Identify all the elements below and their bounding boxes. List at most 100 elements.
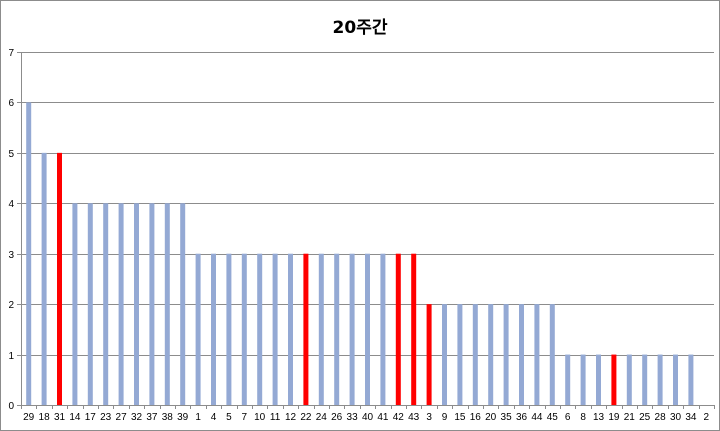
x-tick-label: 2 [704, 412, 710, 423]
x-tick-label: 42 [393, 412, 405, 423]
bar-highlighted [395, 253, 401, 405]
x-tick-label: 4 [211, 412, 217, 423]
y-tick-label: 4 [8, 199, 14, 210]
bar [195, 253, 201, 405]
bar-highlighted [611, 354, 617, 405]
x-tick-label: 14 [69, 412, 81, 423]
x-tick-label: 7 [242, 412, 248, 423]
x-tick-label: 19 [608, 412, 620, 423]
x-tick-label: 20 [485, 412, 497, 423]
x-tick-label: 8 [580, 412, 586, 423]
bar [457, 304, 463, 405]
x-tick-label: 3 [426, 412, 432, 423]
x-tick-label: 16 [470, 412, 482, 423]
y-tick-label: 5 [8, 149, 14, 160]
x-tick-label: 1 [195, 412, 201, 423]
x-tick-label: 6 [565, 412, 571, 423]
bars [26, 102, 694, 406]
bar [349, 253, 355, 405]
bar [380, 253, 386, 405]
bar [211, 253, 216, 405]
x-tick-label: 30 [670, 412, 682, 423]
bar [334, 253, 340, 405]
x-tick-label: 9 [442, 412, 448, 423]
x-tick-label: 43 [408, 412, 420, 423]
chart-title: 20주간 [332, 18, 388, 38]
x-tick-label: 45 [547, 412, 559, 423]
bar [149, 203, 155, 405]
x-tick-label: 29 [23, 412, 35, 423]
bar [642, 354, 648, 405]
bar [626, 354, 632, 405]
bar [596, 354, 601, 405]
bar [442, 304, 447, 405]
y-tick-label: 7 [8, 48, 14, 59]
x-tick-label: 11 [270, 412, 281, 423]
y-tick-label: 1 [8, 351, 14, 362]
bar [288, 253, 293, 405]
x-tick-label: 26 [331, 412, 343, 423]
x-tick-label: 35 [501, 412, 513, 423]
bar [488, 304, 494, 405]
x-tick-label: 39 [177, 412, 189, 423]
x-tick-label: 24 [316, 412, 328, 423]
x-tick-label: 41 [377, 412, 389, 423]
bar [565, 354, 571, 405]
bar [164, 203, 170, 405]
bar [103, 203, 109, 405]
bar [118, 203, 124, 405]
bar [318, 253, 324, 405]
x-tick-label: 17 [85, 412, 97, 423]
bar-highlighted [57, 152, 62, 405]
axes [17, 52, 715, 409]
x-tick-label: 34 [685, 412, 697, 423]
bar [472, 304, 478, 405]
bar [534, 304, 540, 405]
y-tick-label: 6 [8, 98, 14, 109]
bar [72, 203, 78, 405]
x-tick-label: 5 [226, 412, 232, 423]
bar [657, 354, 663, 405]
x-tick-label: 38 [162, 412, 174, 423]
x-tick-label: 21 [624, 412, 636, 423]
x-tick-label: 37 [146, 412, 158, 423]
x-tick-label: 27 [116, 412, 128, 423]
bar [272, 253, 278, 405]
bar-highlighted [426, 304, 432, 405]
bar [134, 203, 139, 405]
bar [180, 203, 186, 405]
bar [241, 253, 247, 405]
bar [503, 304, 509, 405]
x-tick-label: 31 [54, 412, 66, 423]
x-tick-label: 22 [300, 412, 312, 423]
x-tick-label: 18 [39, 412, 51, 423]
bar [580, 354, 586, 405]
y-tick-label: 2 [8, 300, 14, 311]
x-tick-label: 25 [639, 412, 651, 423]
bar [41, 152, 47, 405]
x-tick-label: 36 [516, 412, 528, 423]
x-tick-label: 33 [347, 412, 359, 423]
bar [87, 203, 93, 405]
x-tick-label: 40 [362, 412, 374, 423]
bar [365, 253, 370, 405]
x-tick-label: 12 [285, 412, 297, 423]
bar [688, 354, 694, 405]
bar-highlighted [411, 253, 417, 405]
y-tick-label: 3 [8, 250, 14, 261]
x-tick-label: 23 [100, 412, 112, 423]
x-tick-label: 15 [454, 412, 466, 423]
bar [26, 102, 32, 406]
x-tick-label: 28 [655, 412, 667, 423]
x-tick-label: 10 [254, 412, 266, 423]
x-tick-label: 32 [131, 412, 143, 423]
y-tick-label: 0 [8, 401, 14, 412]
bar [673, 354, 678, 405]
x-tick-label: 44 [531, 412, 543, 423]
bar [549, 304, 555, 405]
bar-highlighted [303, 253, 309, 405]
bar [226, 253, 232, 405]
x-tick-label: 13 [593, 412, 605, 423]
